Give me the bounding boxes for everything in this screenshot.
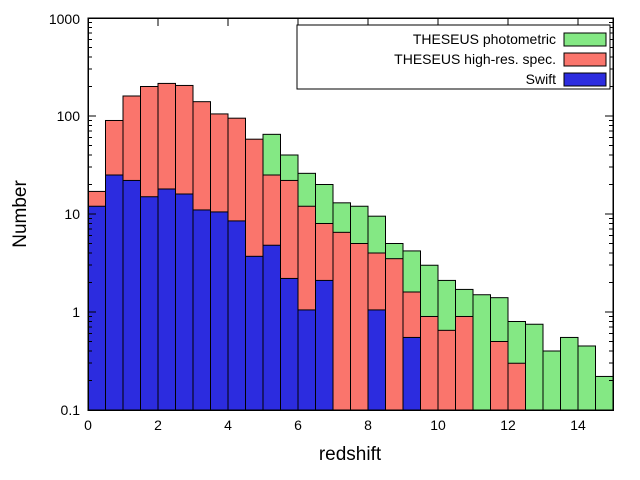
x-tick-14: 14 bbox=[570, 417, 586, 433]
bar-series2-bin3 bbox=[140, 196, 159, 411]
bar-series2-bin11 bbox=[280, 277, 299, 411]
y-tick-10: 10 bbox=[64, 206, 80, 222]
bar-series0-bin25 bbox=[525, 323, 544, 411]
bar-series1-bin17 bbox=[385, 258, 404, 411]
bar-series2-bin8 bbox=[227, 220, 246, 411]
bar-series2-bin1 bbox=[105, 174, 124, 411]
legend-swatch-2 bbox=[563, 72, 607, 87]
bar-series2-bin10 bbox=[262, 244, 281, 411]
bar-series1-bin20 bbox=[437, 329, 456, 411]
legend-label-highres: THESEUS high-res. spec. bbox=[394, 51, 556, 67]
bar-series1-bin15 bbox=[350, 243, 369, 411]
bar-series2-bin16 bbox=[367, 309, 386, 411]
bar-series0-bin26 bbox=[542, 350, 561, 411]
x-tick-2: 2 bbox=[154, 417, 162, 433]
x-tick-10: 10 bbox=[430, 417, 446, 433]
legend-label-photometric: THESEUS photometric bbox=[413, 31, 556, 47]
x-tick-6: 6 bbox=[294, 417, 302, 433]
bar-series0-bin29 bbox=[595, 375, 614, 411]
legend: THESEUS photometric THESEUS high-res. sp… bbox=[296, 24, 611, 90]
x-tick-4: 4 bbox=[224, 417, 232, 433]
x-tick-labels: 0 2 4 6 8 10 12 14 bbox=[84, 417, 586, 433]
bar-series1-bin19 bbox=[420, 315, 439, 411]
bar-series1-bin23 bbox=[490, 341, 509, 411]
bar-series2-bin7 bbox=[210, 211, 229, 411]
bar-series2-bin18 bbox=[402, 336, 421, 411]
bar-series2-bin2 bbox=[122, 179, 141, 411]
bar-series0-bin28 bbox=[577, 345, 596, 411]
y-tick-1: 1 bbox=[72, 304, 80, 320]
x-axis-label: redshift bbox=[319, 444, 382, 465]
x-tick-8: 8 bbox=[364, 417, 372, 433]
y-axis-label: Number bbox=[10, 180, 31, 248]
x-tick-12: 12 bbox=[500, 417, 516, 433]
bar-series0-bin22 bbox=[472, 294, 491, 411]
legend-label-swift: Swift bbox=[526, 71, 556, 87]
y-tick-01: 0.1 bbox=[61, 402, 81, 418]
bar-series1-bin14 bbox=[332, 231, 351, 411]
bar-series2-bin4 bbox=[157, 188, 176, 411]
bars-layer bbox=[87, 82, 614, 411]
y-tick-labels: 1000 100 10 1 0.1 bbox=[49, 11, 80, 418]
bar-series1-bin24 bbox=[507, 362, 526, 411]
bar-series2-bin12 bbox=[297, 309, 316, 411]
x-tick-0: 0 bbox=[84, 417, 92, 433]
legend-swatch-1 bbox=[563, 52, 607, 67]
bar-series2-bin5 bbox=[175, 193, 194, 411]
y-tick-1000: 1000 bbox=[49, 11, 80, 27]
bar-series2-bin9 bbox=[245, 255, 264, 411]
bar-series1-bin21 bbox=[455, 315, 474, 411]
legend-swatch-0 bbox=[563, 32, 607, 47]
bar-series2-bin13 bbox=[315, 279, 334, 411]
y-tick-100: 100 bbox=[57, 108, 81, 124]
bar-series2-bin6 bbox=[192, 209, 211, 411]
bar-series2-bin0 bbox=[87, 205, 106, 411]
bar-series0-bin27 bbox=[560, 336, 579, 411]
legend-box bbox=[296, 24, 611, 90]
